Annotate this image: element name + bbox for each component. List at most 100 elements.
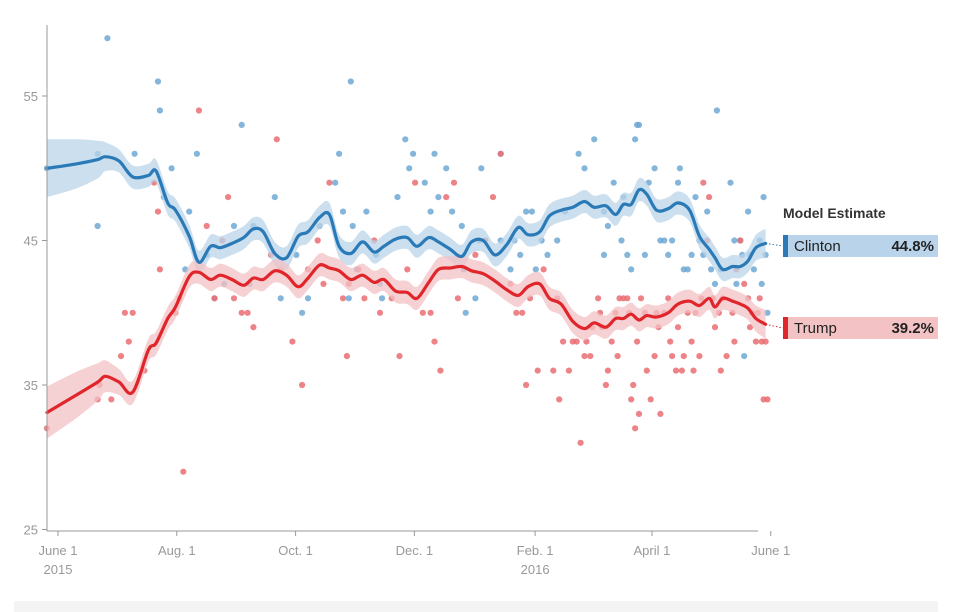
clinton-poll-dot xyxy=(635,121,643,128)
clinton-poll-dot xyxy=(154,78,162,85)
clinton-poll-dot xyxy=(676,165,684,172)
trump-poll-dot xyxy=(577,439,584,446)
clinton-poll-dot xyxy=(628,266,635,273)
clinton-poll-dot xyxy=(733,280,740,287)
clinton-poll-dot xyxy=(554,237,561,244)
trump-poll-dot xyxy=(550,367,557,374)
trump-poll-dot xyxy=(667,338,674,345)
y-tick-label: 45 xyxy=(24,234,38,249)
x-tick-label: Dec. 1 xyxy=(396,543,434,558)
trump-poll-dot xyxy=(154,208,162,215)
clinton-poll-dot xyxy=(758,280,765,287)
clinton-poll-dot xyxy=(271,194,278,201)
clinton-poll-dot xyxy=(674,179,682,186)
trump-poll-dot xyxy=(513,309,520,316)
trump-swatch xyxy=(783,317,788,339)
trump-poll-dot xyxy=(737,237,744,244)
clinton-poll-dot xyxy=(532,266,539,273)
x-tick-label: June 1 xyxy=(38,543,77,558)
trump-poll-dot xyxy=(211,295,218,302)
trump-poll-dot xyxy=(108,396,115,403)
y-tick-label: 35 xyxy=(24,378,38,393)
x-tick-year-label: 2015 xyxy=(44,562,73,577)
trump-poll-dot xyxy=(723,353,730,360)
clinton-poll-dot xyxy=(363,208,370,215)
trump-poll-dot xyxy=(741,280,748,287)
clinton-poll-dot xyxy=(665,251,672,258)
clinton-poll-dot xyxy=(600,251,608,258)
y-tick-label: 25 xyxy=(24,523,38,538)
trump-poll-dot xyxy=(672,367,680,374)
trump-value: 39.2% xyxy=(891,319,934,337)
trump-poll-dot xyxy=(117,353,125,360)
trump-legend-item: Trump 39.2% xyxy=(783,317,938,339)
clinton-poll-dot xyxy=(406,165,413,172)
clinton-legend-item: Clinton 44.8% xyxy=(783,235,938,257)
x-tick-label: Oct. 1 xyxy=(278,543,313,558)
trump-poll-dot xyxy=(230,295,238,302)
clinton-poll-dot xyxy=(517,251,524,258)
x-tick-label: Feb. 1 xyxy=(517,543,554,558)
trump-poll-dot xyxy=(711,324,719,331)
x-tick-label: June 1 xyxy=(751,543,790,558)
clinton-poll-dot xyxy=(708,266,715,273)
trump-poll-dot xyxy=(250,324,257,331)
clinton-poll-dot xyxy=(421,179,428,186)
trump-poll-dot xyxy=(614,353,621,360)
clinton-poll-dot xyxy=(713,107,721,114)
trump-poll-dot xyxy=(573,338,580,345)
trump-poll-dot xyxy=(314,237,321,244)
trump-poll-dot xyxy=(121,309,128,316)
trump-poll-dot xyxy=(238,309,245,316)
trump-poll-dot xyxy=(299,381,306,389)
trump-poll-dot xyxy=(129,309,136,316)
trump-poll-dot xyxy=(320,280,327,287)
clinton-poll-dot xyxy=(230,222,238,230)
clinton-poll-dot xyxy=(472,295,479,302)
clinton-trend-line xyxy=(45,155,768,272)
clinton-value: 44.8% xyxy=(891,237,934,255)
clinton-poll-dot xyxy=(651,165,658,172)
trump-poll-dot xyxy=(472,251,479,258)
trump-poll-dot xyxy=(595,295,602,302)
clinton-poll-dot xyxy=(711,280,719,287)
trump-poll-dot xyxy=(443,194,450,201)
trump-poll-dot xyxy=(731,338,738,345)
trump-poll-dot xyxy=(534,367,541,374)
trump-poll-dot xyxy=(608,338,615,345)
trump-poll-dot xyxy=(376,309,384,316)
trump-poll-dot xyxy=(450,179,458,186)
clinton-poll-dot xyxy=(604,222,612,230)
trump-poll-dot xyxy=(706,194,713,201)
clinton-poll-dot xyxy=(750,266,758,273)
clinton-poll-dot xyxy=(304,295,312,302)
clinton-poll-dot xyxy=(193,150,200,157)
trump-poll-dot xyxy=(225,194,232,201)
clinton-poll-dot xyxy=(632,136,639,143)
trump-poll-dot xyxy=(244,309,251,316)
clinton-poll-dot xyxy=(410,150,417,157)
clinton-poll-dot xyxy=(402,136,409,143)
clinton-poll-dot xyxy=(523,208,530,215)
clinton-poll-dot xyxy=(131,150,138,157)
trump-poll-dot xyxy=(637,295,645,302)
trump-poll-dot xyxy=(125,338,132,345)
trump-poll-dot xyxy=(565,367,573,374)
trump-poll-dot xyxy=(746,324,754,331)
clinton-poll-dot xyxy=(764,309,771,316)
trump-poll-dot xyxy=(762,338,769,345)
clinton-poll-dot xyxy=(94,222,101,230)
trump-poll-dot xyxy=(431,338,438,345)
clinton-poll-dot xyxy=(544,251,551,258)
clinton-poll-dot xyxy=(760,194,767,201)
clinton-poll-dot xyxy=(431,150,438,157)
clinton-poll-dot xyxy=(394,194,401,201)
trump-poll-dot xyxy=(361,295,368,302)
clinton-poll-dot xyxy=(731,237,738,244)
clinton-poll-dot xyxy=(591,136,598,143)
trump-poll-dot xyxy=(604,367,612,374)
trump-poll-dot xyxy=(690,367,697,374)
trump-poll-dot xyxy=(665,295,672,302)
trump-trend-line xyxy=(45,263,768,415)
